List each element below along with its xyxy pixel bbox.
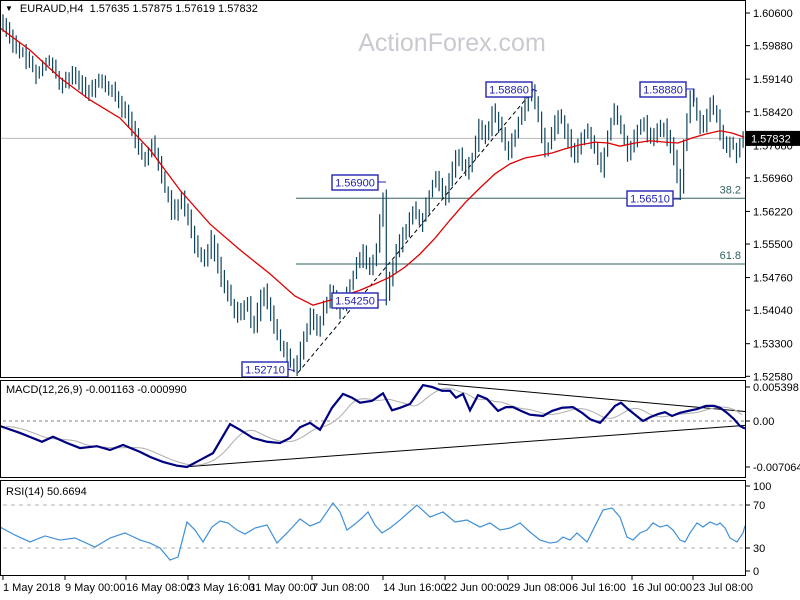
price-marker-box[interactable] bbox=[639, 81, 687, 98]
x-axis-label: 23 May 16:00 bbox=[188, 582, 255, 594]
rsi-axis-label: 0 bbox=[753, 566, 759, 578]
marker-connector bbox=[287, 368, 296, 372]
x-axis-label: 6 Jul 16:00 bbox=[572, 582, 626, 594]
marker-connector bbox=[686, 88, 695, 102]
y-axis-label: 1.52580 bbox=[753, 371, 793, 383]
dashed-trendline bbox=[297, 90, 534, 374]
y-axis-label: 1.56960 bbox=[753, 173, 793, 185]
macd-panel[interactable] bbox=[0, 380, 746, 478]
fib-level-label: 61.8 bbox=[720, 250, 741, 262]
price-marker-label: 1.58860 bbox=[489, 85, 529, 97]
price-marker-label: 1.58880 bbox=[643, 85, 683, 97]
x-axis-label: 22 Jun 00:00 bbox=[445, 582, 509, 594]
x-axis-label: 1 May 2018 bbox=[3, 582, 60, 594]
y-axis-label: 1.58420 bbox=[753, 107, 793, 119]
macd-axis-label: 0.005398 bbox=[753, 382, 799, 394]
symbol-dropdown-icon[interactable]: ▼ bbox=[5, 4, 13, 13]
x-axis-label: 31 May 00:00 bbox=[249, 582, 316, 594]
marker-connector bbox=[531, 88, 538, 92]
y-axis-label: 1.59880 bbox=[753, 41, 793, 53]
moving-average-line bbox=[1, 27, 745, 306]
rsi-layer bbox=[1, 501, 745, 561]
macd-layer bbox=[1, 383, 745, 469]
price-marker-box[interactable] bbox=[626, 190, 674, 207]
macd-trendline bbox=[182, 424, 745, 468]
price-marker-box[interactable] bbox=[331, 174, 379, 191]
rsi-panel[interactable] bbox=[0, 480, 746, 576]
x-axis-label: 23 Jul 08:00 bbox=[693, 582, 753, 594]
x-axis-label: 16 May 08:00 bbox=[126, 582, 193, 594]
macd-axis-label: 0.00 bbox=[753, 416, 774, 428]
watermark: ActionForex.com bbox=[358, 29, 546, 57]
price-marker-box[interactable] bbox=[485, 81, 533, 98]
fib-level-label: 38.2 bbox=[720, 184, 741, 196]
symbol-bar: ▼ EURAUD,H4 1.57635 1.57875 1.57619 1.57… bbox=[5, 3, 258, 15]
x-axis-label: 14 Jun 16:00 bbox=[383, 582, 447, 594]
y-axis-label: 1.54760 bbox=[753, 273, 793, 285]
y-axis-label: 1.55500 bbox=[753, 239, 793, 251]
macd-line bbox=[1, 383, 745, 469]
x-axis-label: 29 Jun 08:00 bbox=[508, 582, 572, 594]
y-axis-label: 1.56220 bbox=[753, 206, 793, 218]
y-axis-label: 1.60600 bbox=[753, 8, 793, 20]
price-marker-label: 1.56510 bbox=[630, 194, 670, 206]
current-price-label: 1.57832 bbox=[751, 133, 791, 145]
y-axis-label: 1.59140 bbox=[753, 74, 793, 86]
rsi-axis-label: 30 bbox=[753, 543, 765, 555]
price-marker-label: 1.54250 bbox=[335, 296, 375, 308]
y-axis-label: 1.54040 bbox=[753, 305, 793, 317]
x-axis-label: 9 May 00:00 bbox=[65, 582, 126, 594]
price-marker-box[interactable] bbox=[241, 361, 289, 377]
symbol-ohlc-text: EURAUD,H4 1.57635 1.57875 1.57619 1.5783… bbox=[19, 3, 258, 15]
price-marker-label: 1.56900 bbox=[335, 178, 375, 190]
rsi-axis-label: 70 bbox=[753, 500, 765, 512]
rsi-line bbox=[1, 501, 745, 561]
macd-trendline bbox=[437, 383, 745, 413]
macd-indicator-label: MACD(12,26,9) -0.001163 -0.000990 bbox=[6, 384, 187, 396]
macd-axis-label: -0.007064 bbox=[753, 462, 800, 474]
rsi-indicator-label: RSI(14) 50.6694 bbox=[6, 486, 87, 498]
x-axis-label: 7 Jun 08:00 bbox=[312, 582, 370, 594]
price-marker-box[interactable] bbox=[331, 292, 379, 309]
current-price-tag bbox=[746, 130, 800, 146]
rsi-axis-label: 100 bbox=[753, 481, 771, 493]
y-axis-label: 1.53300 bbox=[753, 339, 793, 351]
price-marker-label: 1.52710 bbox=[245, 365, 285, 377]
main-chart-layer: ActionForex.com 38.2 61.8 1.58860 1.58880 1.5… bbox=[1, 14, 745, 377]
x-axis-label: 16 Jul 00:00 bbox=[632, 582, 692, 594]
